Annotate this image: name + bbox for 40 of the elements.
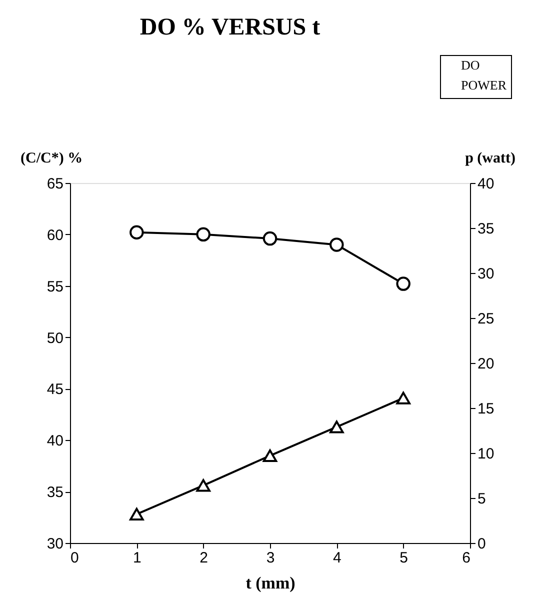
y2-tick-label: 0 bbox=[478, 536, 486, 552]
point bbox=[130, 225, 144, 240]
y2-tick-label: 25 bbox=[478, 310, 494, 328]
y-tick-label: 30 bbox=[46, 536, 64, 552]
point bbox=[196, 479, 210, 492]
y-tick-label: 35 bbox=[46, 484, 64, 502]
point bbox=[396, 276, 410, 291]
point bbox=[330, 238, 344, 252]
text: POWER bbox=[461, 78, 507, 92]
x-tick-label: 5 bbox=[400, 550, 408, 566]
x-tick-label: 1 bbox=[132, 550, 142, 566]
y-axis-title: (C/C*) % bbox=[20, 150, 83, 166]
y-tick-label: 40 bbox=[46, 432, 64, 450]
y2-tick-label: 20 bbox=[478, 356, 494, 372]
x-tick-label: 2 bbox=[200, 550, 208, 566]
point bbox=[196, 227, 210, 242]
y2-tick-label: 30 bbox=[478, 266, 494, 282]
y-tick-label: 50 bbox=[46, 330, 64, 347]
x-tick-label: 6 bbox=[462, 550, 470, 566]
point bbox=[330, 420, 344, 434]
y-tick-label: 65 bbox=[46, 176, 64, 192]
point bbox=[262, 449, 278, 462]
y2-tick-label: 40 bbox=[478, 176, 494, 192]
x-tick-label: 3 bbox=[266, 550, 275, 566]
point bbox=[396, 392, 410, 404]
y-tick-label: 55 bbox=[46, 278, 64, 296]
point bbox=[262, 231, 278, 246]
point bbox=[130, 508, 144, 521]
y2-tick-label: 10 bbox=[478, 446, 494, 462]
y2-tick-label: 15 bbox=[478, 400, 494, 418]
y-tick-label: 45 bbox=[46, 381, 64, 398]
y2-tick-label: 35 bbox=[478, 220, 494, 238]
y2-tick-label: 5 bbox=[478, 490, 486, 508]
y2-axis-title: p (watt) bbox=[465, 150, 516, 166]
x-tick-label: 4 bbox=[332, 550, 342, 566]
x-tick-label: 0 bbox=[70, 550, 79, 566]
x-axis-title: t (mm) bbox=[246, 574, 296, 592]
text: DO bbox=[461, 58, 480, 72]
y-tick-label: 60 bbox=[46, 226, 64, 244]
chart-title: DO % VERSUS t bbox=[140, 14, 320, 40]
